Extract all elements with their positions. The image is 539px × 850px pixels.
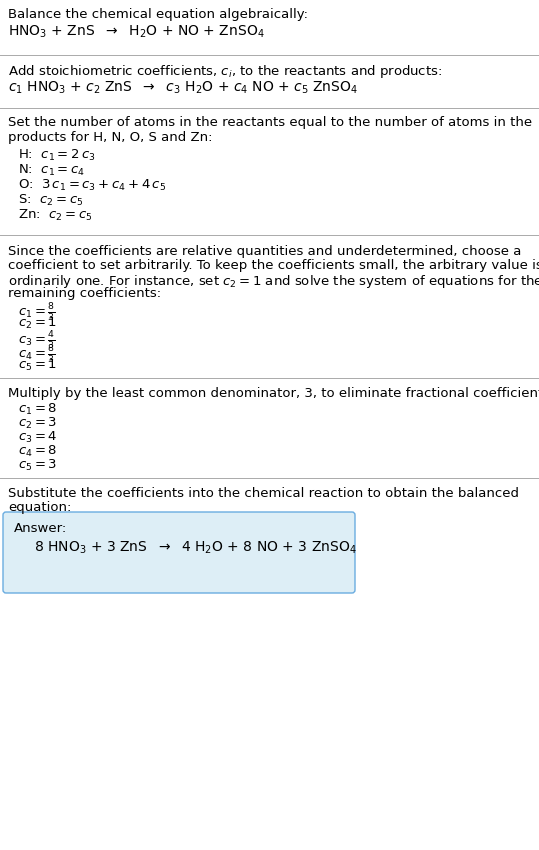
Text: $c_4 = \frac{8}{3}$: $c_4 = \frac{8}{3}$ bbox=[18, 344, 56, 366]
Text: ordinarily one. For instance, set $c_2 = 1$ and solve the system of equations fo: ordinarily one. For instance, set $c_2 =… bbox=[8, 273, 539, 290]
Text: Zn:  $c_2 = c_5$: Zn: $c_2 = c_5$ bbox=[18, 208, 93, 223]
Text: coefficient to set arbitrarily. To keep the coefficients small, the arbitrary va: coefficient to set arbitrarily. To keep … bbox=[8, 259, 539, 272]
Text: $c_4 = 8$: $c_4 = 8$ bbox=[18, 444, 57, 459]
Text: S:  $c_2 = c_5$: S: $c_2 = c_5$ bbox=[18, 193, 84, 208]
Text: Substitute the coefficients into the chemical reaction to obtain the balanced: Substitute the coefficients into the che… bbox=[8, 487, 519, 500]
Text: 8 HNO$_3$ + 3 ZnS  $\rightarrow$  4 H$_2$O + 8 NO + 3 ZnSO$_4$: 8 HNO$_3$ + 3 ZnS $\rightarrow$ 4 H$_2$O… bbox=[34, 540, 357, 557]
Text: Balance the chemical equation algebraically:: Balance the chemical equation algebraica… bbox=[8, 8, 308, 21]
Text: O:  $3\,c_1 = c_3 + c_4 + 4\,c_5$: O: $3\,c_1 = c_3 + c_4 + 4\,c_5$ bbox=[18, 178, 166, 193]
Text: Answer:: Answer: bbox=[14, 522, 67, 535]
Text: Set the number of atoms in the reactants equal to the number of atoms in the: Set the number of atoms in the reactants… bbox=[8, 116, 532, 129]
Text: HNO$_3$ + ZnS  $\rightarrow$  H$_2$O + NO + ZnSO$_4$: HNO$_3$ + ZnS $\rightarrow$ H$_2$O + NO … bbox=[8, 24, 265, 41]
Text: $c_1 = \frac{8}{3}$: $c_1 = \frac{8}{3}$ bbox=[18, 302, 56, 324]
Text: remaining coefficients:: remaining coefficients: bbox=[8, 287, 161, 300]
Text: H:  $c_1 = 2\,c_3$: H: $c_1 = 2\,c_3$ bbox=[18, 148, 95, 163]
Text: $c_2 = 1$: $c_2 = 1$ bbox=[18, 316, 57, 332]
Text: Add stoichiometric coefficients, $c_i$, to the reactants and products:: Add stoichiometric coefficients, $c_i$, … bbox=[8, 63, 442, 80]
Text: products for H, N, O, S and Zn:: products for H, N, O, S and Zn: bbox=[8, 131, 212, 144]
FancyBboxPatch shape bbox=[3, 512, 355, 593]
Text: N:  $c_1 = c_4$: N: $c_1 = c_4$ bbox=[18, 163, 85, 178]
Text: $c_3 = 4$: $c_3 = 4$ bbox=[18, 430, 58, 445]
Text: $c_3 = \frac{4}{3}$: $c_3 = \frac{4}{3}$ bbox=[18, 330, 56, 352]
Text: Multiply by the least common denominator, 3, to eliminate fractional coefficient: Multiply by the least common denominator… bbox=[8, 387, 539, 400]
Text: $c_1 = 8$: $c_1 = 8$ bbox=[18, 402, 57, 417]
Text: equation:: equation: bbox=[8, 501, 71, 514]
Text: Since the coefficients are relative quantities and underdetermined, choose a: Since the coefficients are relative quan… bbox=[8, 245, 521, 258]
Text: $c_5 = 1$: $c_5 = 1$ bbox=[18, 358, 57, 373]
Text: $c_1$ HNO$_3$ + $c_2$ ZnS  $\rightarrow$  $c_3$ H$_2$O + $c_4$ NO + $c_5$ ZnSO$_: $c_1$ HNO$_3$ + $c_2$ ZnS $\rightarrow$ … bbox=[8, 80, 358, 96]
Text: $c_2 = 3$: $c_2 = 3$ bbox=[18, 416, 57, 431]
Text: $c_5 = 3$: $c_5 = 3$ bbox=[18, 458, 57, 473]
